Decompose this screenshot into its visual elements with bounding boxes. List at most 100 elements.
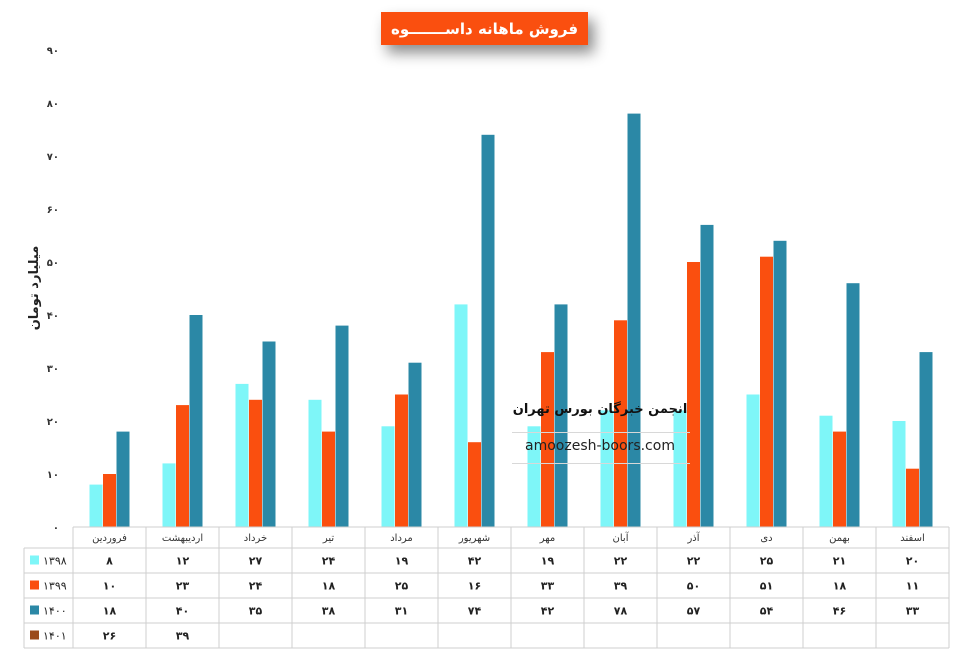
bar bbox=[408, 362, 422, 527]
bar bbox=[235, 383, 249, 527]
x-tick-label: مرداد bbox=[390, 533, 413, 544]
x-tick-label: فروردین bbox=[92, 533, 127, 544]
bar bbox=[760, 256, 773, 527]
watermark-url: amoozesh-boors.com bbox=[525, 438, 675, 454]
data-label: ۳۵ bbox=[249, 605, 263, 618]
legend-label: ۱۴۰۱ bbox=[43, 630, 67, 643]
bar bbox=[833, 431, 846, 527]
bar bbox=[673, 410, 687, 527]
bar bbox=[262, 341, 276, 527]
x-tick-label: آبان bbox=[613, 531, 630, 544]
data-label: ۳۹ bbox=[614, 580, 628, 593]
y-tick-label: ۴۰ bbox=[47, 311, 59, 322]
bar bbox=[687, 262, 700, 527]
bar bbox=[395, 394, 408, 527]
bar bbox=[103, 474, 116, 527]
bar bbox=[335, 325, 349, 527]
watermark-divider-bottom bbox=[512, 463, 690, 464]
bar bbox=[919, 352, 933, 527]
bar bbox=[600, 410, 614, 527]
chart-title: فروش ماهانه داســـــــوه bbox=[381, 12, 588, 45]
bar bbox=[627, 113, 641, 527]
data-label: ۱۱ bbox=[906, 580, 919, 593]
data-label: ۱۹ bbox=[395, 555, 409, 568]
data-label: ۷۴ bbox=[468, 605, 482, 618]
data-label: ۲۱ bbox=[833, 555, 846, 568]
data-label: ۴۰ bbox=[176, 605, 189, 618]
data-label: ۲۵ bbox=[760, 555, 774, 568]
y-tick-label: ۲۰ bbox=[47, 417, 59, 428]
data-label: ۱۰ bbox=[103, 580, 116, 593]
data-label: ۲۴ bbox=[249, 580, 263, 593]
legend-swatch bbox=[30, 630, 39, 640]
bar bbox=[189, 315, 203, 527]
legend-label: ۱۳۹۹ bbox=[43, 580, 67, 593]
bar bbox=[746, 394, 760, 527]
bar bbox=[892, 421, 906, 527]
x-tick-label: مهر bbox=[539, 533, 555, 544]
data-label: ۵۴ bbox=[760, 605, 774, 618]
bar bbox=[176, 405, 189, 527]
data-label: ۱۸ bbox=[322, 580, 336, 593]
bar bbox=[773, 240, 787, 528]
bar bbox=[614, 320, 627, 527]
bar bbox=[846, 283, 860, 527]
legend-label: ۱۴۰۰ bbox=[43, 605, 67, 618]
x-tick-label: آذر bbox=[686, 531, 700, 544]
data-label: ۱۸ bbox=[833, 580, 847, 593]
data-label: ۲۵ bbox=[395, 580, 409, 593]
bar bbox=[554, 304, 568, 527]
y-tick-label: ۹۰ bbox=[47, 46, 59, 57]
bar bbox=[700, 224, 714, 527]
bar bbox=[468, 442, 481, 527]
legend-swatch bbox=[30, 580, 39, 590]
data-label: ۱۲ bbox=[176, 555, 190, 568]
x-tick-label: دی bbox=[760, 533, 772, 544]
data-label: ۸ bbox=[106, 555, 113, 568]
legend-swatch bbox=[30, 605, 39, 615]
data-label: ۳۳ bbox=[906, 605, 920, 618]
data-label: ۱۸ bbox=[103, 605, 117, 618]
bar bbox=[381, 426, 395, 527]
data-label: ۴۲ bbox=[468, 555, 482, 568]
data-label: ۴۲ bbox=[541, 605, 555, 618]
data-label: ۴۶ bbox=[833, 605, 846, 618]
x-tick-label: تیر bbox=[322, 533, 335, 544]
bar bbox=[322, 431, 335, 527]
y-tick-label: ۸۰ bbox=[47, 99, 59, 110]
data-label: ۲۰ bbox=[906, 555, 919, 568]
y-tick-label: ۵۰ bbox=[47, 258, 59, 269]
x-tick-label: خرداد bbox=[244, 533, 267, 544]
bar bbox=[308, 399, 322, 527]
x-tick-label: بهمن bbox=[829, 533, 850, 544]
data-label: ۵۷ bbox=[687, 605, 701, 618]
data-label: ۲۳ bbox=[176, 580, 190, 593]
data-label: ۵۱ bbox=[760, 580, 773, 593]
data-label: ۳۹ bbox=[176, 630, 190, 643]
y-tick-label: ۳۰ bbox=[47, 364, 59, 375]
bar bbox=[89, 484, 103, 527]
data-label: ۲۶ bbox=[103, 630, 116, 643]
y-tick-label: ۰ bbox=[53, 523, 59, 534]
bar bbox=[819, 415, 833, 527]
data-label: ۱۶ bbox=[468, 580, 481, 593]
data-label: ۱۹ bbox=[541, 555, 555, 568]
y-tick-label: ۱۰ bbox=[47, 470, 59, 481]
bar bbox=[541, 352, 554, 527]
data-label: ۳۸ bbox=[322, 605, 336, 618]
x-tick-label: شهریور bbox=[458, 533, 490, 544]
y-axis-label: میلیارد تومان bbox=[27, 245, 42, 331]
y-tick-label: ۶۰ bbox=[47, 205, 59, 216]
bar bbox=[162, 463, 176, 527]
data-label: ۵۰ bbox=[687, 580, 700, 593]
bar bbox=[906, 468, 919, 527]
watermark-title: انجمن خبرگان بورس تهران bbox=[512, 402, 688, 417]
bar bbox=[249, 399, 262, 527]
data-label: ۲۴ bbox=[322, 555, 336, 568]
data-label: ۲۷ bbox=[249, 555, 263, 568]
bar bbox=[527, 426, 541, 527]
bar bbox=[454, 304, 468, 527]
data-label: ۷۸ bbox=[614, 605, 628, 618]
data-label: ۲۲ bbox=[614, 555, 628, 568]
